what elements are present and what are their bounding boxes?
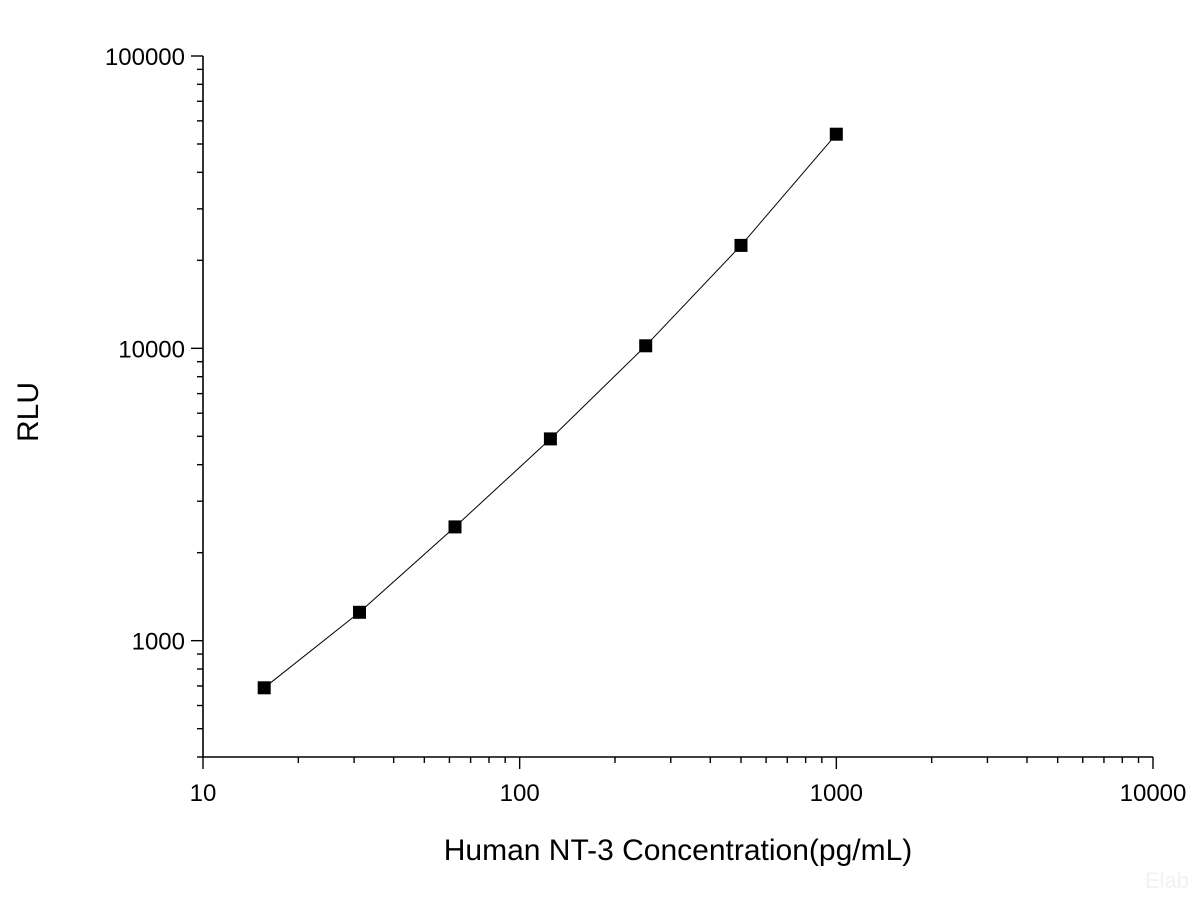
y-tick-label: 10000 [118,336,185,363]
fit-curve [263,133,837,689]
data-point [448,520,462,534]
data-point [829,127,843,141]
x-tick-label: 10 [190,780,217,807]
fit-curve-layer [263,133,837,689]
data-point [734,238,748,252]
x-tick-label: 1000 [810,780,863,807]
data-point [639,339,653,353]
data-point [353,605,366,619]
data-point [257,681,271,695]
x-tick-label: 100 [500,780,540,807]
axes [202,56,1153,758]
y-tick-label: 100000 [105,44,185,71]
data-point [543,432,557,446]
x-tick-label: 10000 [1120,780,1187,807]
watermark-text: Elab [1145,868,1189,893]
tick-labels: 10 100 1000 10000 1000 10000 100000 [105,44,1186,807]
data-points [257,127,843,695]
y-axis-title: RLU [12,382,45,442]
y-tick-label: 1000 [132,629,185,656]
x-axis-title: Human NT-3 Concentration(pg/mL) [444,834,913,867]
ticks [191,55,1154,769]
